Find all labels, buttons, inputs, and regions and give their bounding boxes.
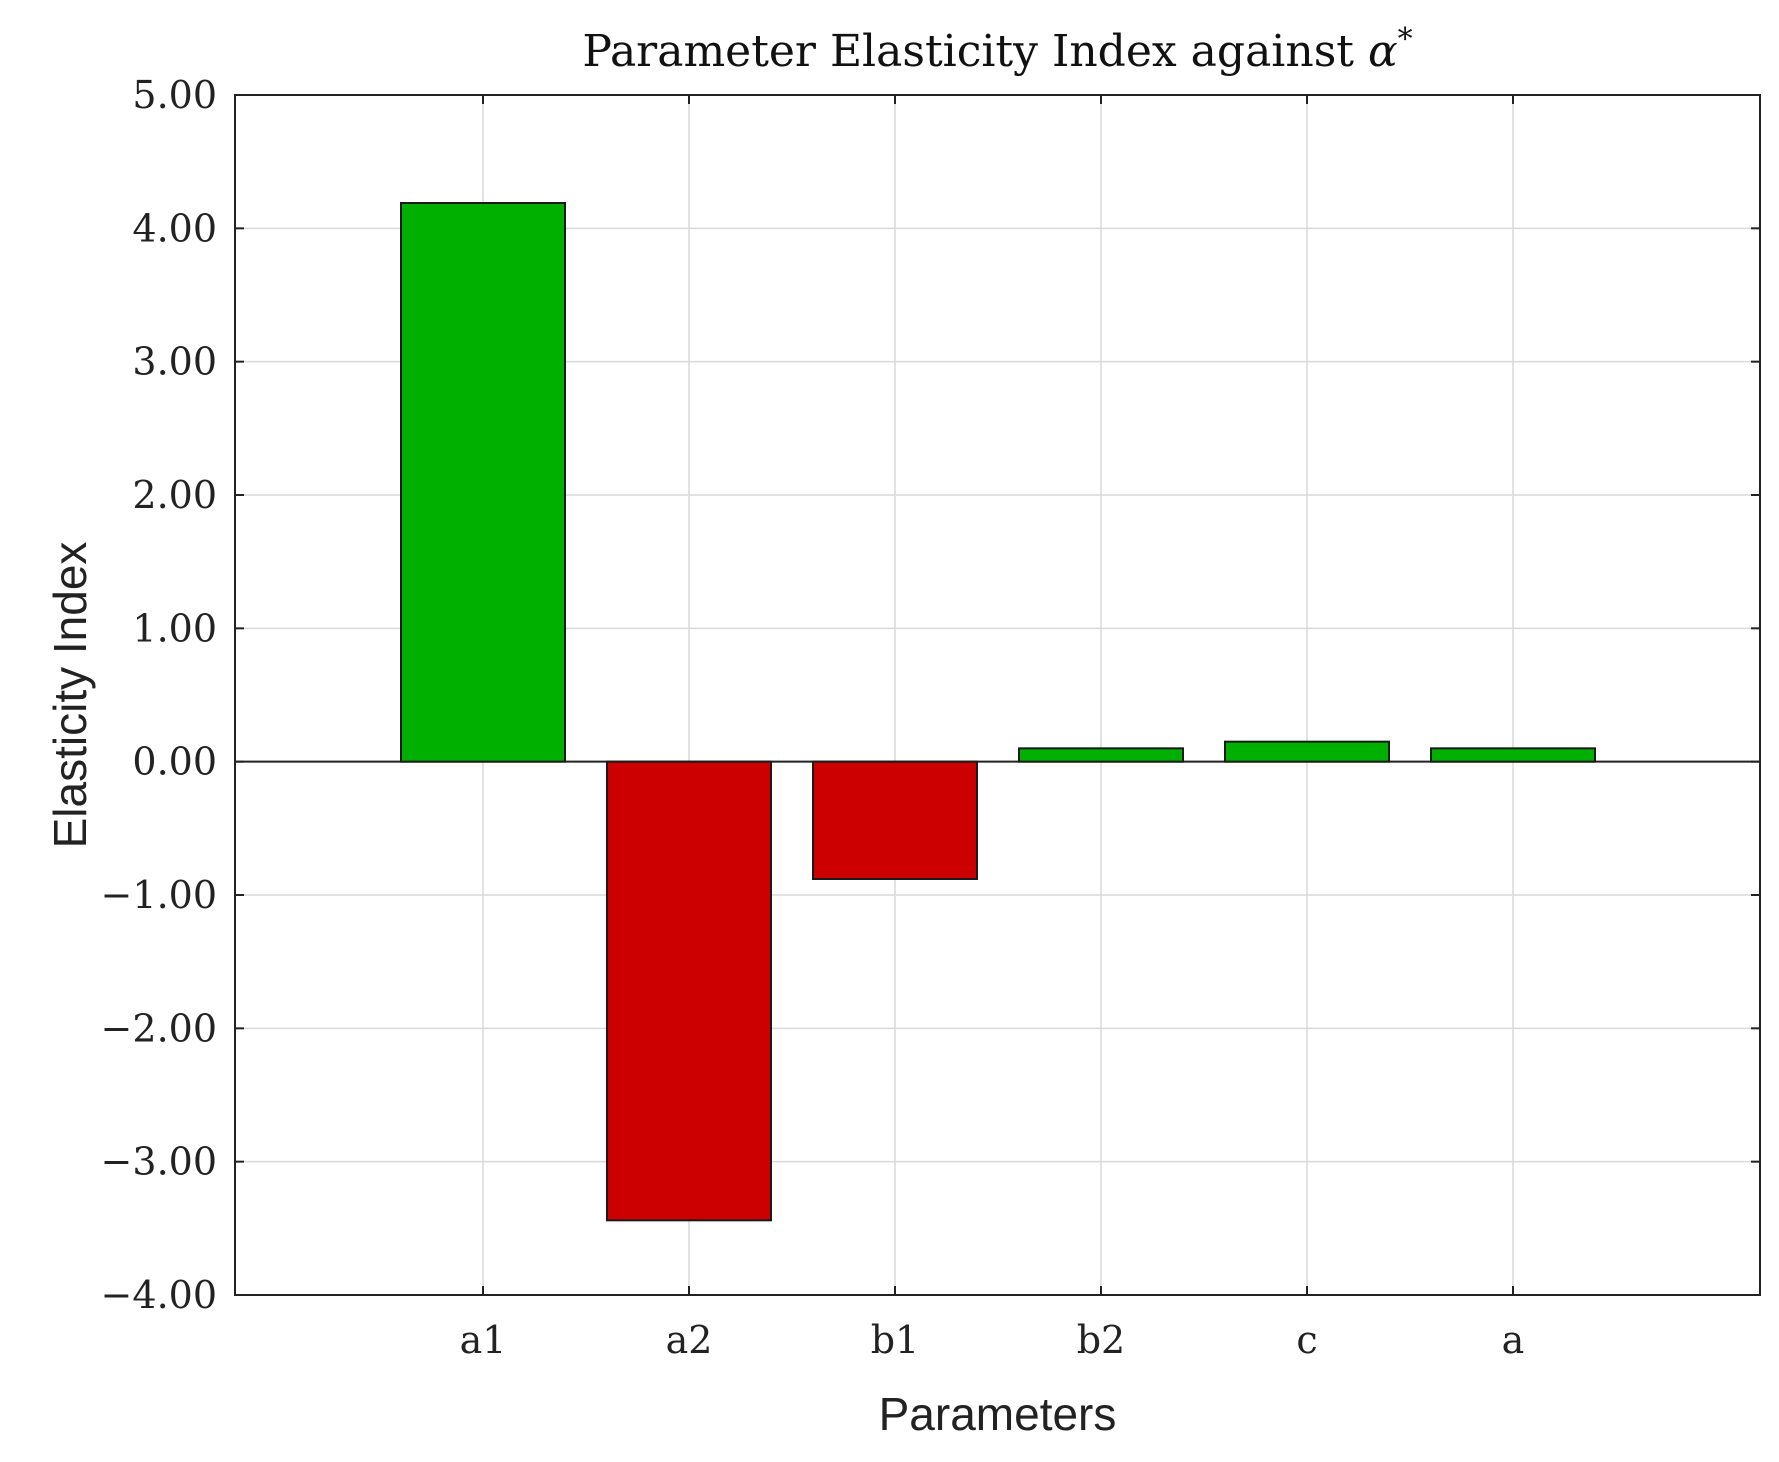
chart-title: Parameter Elasticity Index against α* — [582, 22, 1412, 78]
y-tick-label: −4.00 — [101, 1273, 217, 1317]
x-tick-label: b2 — [1077, 1318, 1126, 1362]
x-axis-title: Parameters — [879, 1388, 1117, 1440]
plot-frame — [234, 94, 1761, 1296]
bar-a1 — [400, 202, 566, 763]
y-tick-label: 4.00 — [132, 206, 217, 250]
y-tick-label: 5.00 — [132, 73, 217, 117]
chart-title-symbol: α — [1368, 26, 1398, 77]
x-tick-label: a1 — [460, 1318, 507, 1362]
bar-b1 — [812, 760, 978, 881]
y-tick-label: 2.00 — [132, 473, 217, 517]
y-tick-label: −1.00 — [101, 873, 217, 917]
bars — [400, 202, 1596, 1222]
y-tick-label: −2.00 — [101, 1006, 217, 1050]
y-axis-title: Elasticity Index — [44, 542, 96, 849]
x-tick-label: b1 — [871, 1318, 920, 1362]
chart-title-text: Parameter Elasticity Index against — [582, 26, 1368, 77]
x-tick-label: a2 — [666, 1318, 713, 1362]
y-tick-label: 3.00 — [132, 340, 217, 384]
y-tick-label: 0.00 — [132, 740, 217, 784]
chart-title-superscript: * — [1398, 22, 1413, 57]
bar-a — [1430, 747, 1596, 763]
y-tick-label: −3.00 — [101, 1140, 217, 1184]
bar-a2 — [606, 760, 772, 1222]
x-tick-label: a — [1502, 1318, 1525, 1362]
x-tick-label: c — [1296, 1318, 1317, 1362]
x-axis-ticks: a1 a2 b1 b2 c a — [460, 95, 1525, 1362]
y-tick-label: 1.00 — [132, 606, 217, 650]
bar-b2 — [1018, 747, 1184, 763]
y-axis-ticks: 5.00 4.00 3.00 2.00 1.00 0.00 −1.00 −2.00 −3.00 −… — [101, 73, 1760, 1317]
bar-c — [1224, 740, 1390, 763]
